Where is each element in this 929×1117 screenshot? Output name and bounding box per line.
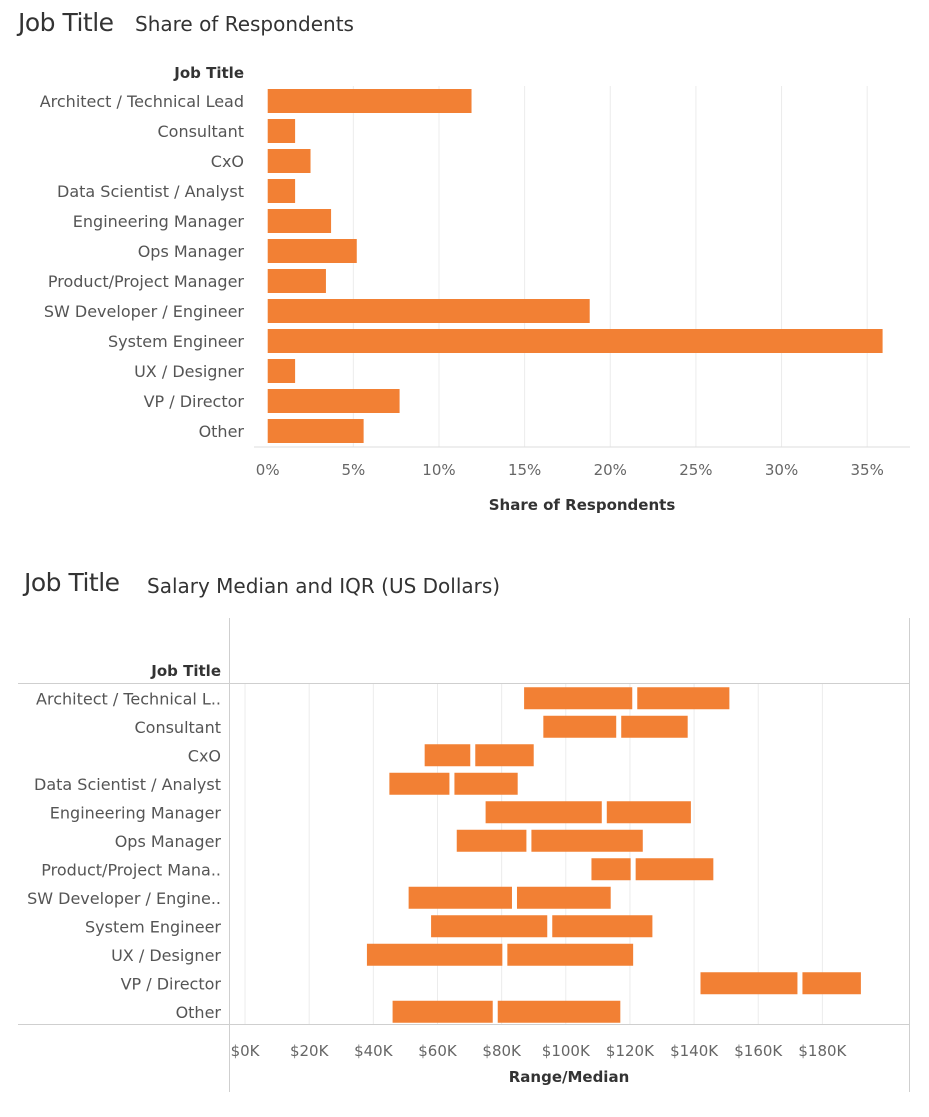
chart2-category-label: CxO [188,746,221,765]
chart2-upper-iqr-bar [497,1000,621,1023]
chart2-lower-iqr-bar [424,744,471,767]
chart2-x-axis-title: Range/Median [509,1068,630,1086]
chart2-upper-iqr-bar [454,772,518,795]
chart1-category-label: SW Developer / Engineer [44,302,245,321]
chart1-x-tick-label: 20% [594,461,627,479]
chart2-x-tick-label: $20K [290,1042,330,1060]
chart1-bar [267,359,296,383]
chart2-lower-iqr-bar [392,1000,493,1023]
chart2-lower-iqr-bar [524,687,633,710]
chart1-bar [267,329,883,353]
chart2-x-tick-label: $40K [354,1042,394,1060]
chart1-category-label: Product/Project Manager [48,272,245,291]
chart2-category-label: Engineering Manager [50,803,222,822]
chart1-bar [267,269,326,293]
chart2-upper-iqr-bar [475,744,534,767]
chart2-lower-iqr-bar [408,886,512,909]
chart2-lower-iqr-bar [543,715,617,738]
chart2-upper-iqr-bar [621,715,688,738]
chart2-x-tick-label: $80K [482,1042,522,1060]
chart1-x-tick-label: 15% [508,461,541,479]
chart1-bar [267,89,472,113]
chart1-x-tick-label: 30% [765,461,798,479]
chart1-bar [267,209,332,233]
chart1-bar [267,179,296,203]
chart1-title: Job Title [18,8,114,37]
chart2-x-tick-label: $160K [734,1042,783,1060]
chart2-lower-iqr-bar [366,943,503,966]
chart2-lower-iqr-bar [591,858,631,881]
chart2-x-tick-label: $140K [670,1042,719,1060]
chart2-category-header: Job Title [150,662,221,680]
chart2-lower-iqr-bar [700,972,798,995]
chart2-category-label: Consultant [134,718,221,737]
chart2-category-label: Data Scientist / Analyst [34,775,221,794]
chart2-x-tick-label: $60K [418,1042,458,1060]
chart2-upper-iqr-bar [531,829,643,852]
chart1-bar [267,299,590,323]
chart2-upper-iqr-bar [552,915,653,938]
chart1-category-label: Data Scientist / Analyst [57,182,244,201]
chart1-category-label: Consultant [157,122,244,141]
chart1-category-label: UX / Designer [134,362,244,381]
chart1-bar [267,389,400,413]
chart2-lower-iqr-bar [485,801,602,824]
chart1-category-label: Other [199,422,245,441]
chart2-category-label: UX / Designer [111,946,221,965]
chart1-category-label: VP / Director [144,392,245,411]
chart2-x-tick-label: $120K [606,1042,655,1060]
chart1-bar [267,149,311,173]
chart1-subtitle: Share of Respondents [135,12,354,36]
chart2-lower-iqr-bar [431,915,548,938]
chart2-category-label: System Engineer [85,917,221,936]
chart2-upper-iqr-bar [802,972,861,995]
chart2-lower-iqr-bar [389,772,450,795]
chart2-category-label: Architect / Technical L.. [36,689,221,708]
chart2-category-label: Other [176,1003,222,1022]
chart2-upper-iqr-bar [637,687,730,710]
chart1-bar [267,119,296,143]
chart1-category-label: Engineering Manager [73,212,245,231]
chart1-category-label: Ops Manager [138,242,245,261]
chart2-category-label: Product/Project Mana.. [41,860,221,879]
chart2-x-tick-label: $0K [231,1042,261,1060]
chart2-category-label: Ops Manager [115,832,222,851]
chart1-x-tick-label: 25% [679,461,712,479]
chart1-category-header: Job Title [173,64,244,82]
chart1-x-tick-label: 35% [851,461,884,479]
chart1-category-label: System Engineer [108,332,244,351]
chart1-x-axis-title: Share of Respondents [489,496,676,514]
chart2-lower-iqr-bar [456,829,527,852]
chart2-category-label: SW Developer / Engine.. [27,889,221,908]
chart1-x-tick-label: 0% [256,461,280,479]
chart2-x-tick-label: $180K [798,1042,847,1060]
chart2-title: Job Title [24,568,120,597]
chart2-subtitle: Salary Median and IQR (US Dollars) [147,574,501,598]
chart1-x-tick-label: 5% [341,461,365,479]
chart2-upper-iqr-bar [507,943,634,966]
chart1-bar [267,239,357,263]
chart1-category-label: CxO [211,152,244,171]
chart2-x-tick-label: $100K [542,1042,591,1060]
chart1-bar [267,419,364,443]
chart2-upper-iqr-bar [606,801,691,824]
chart2-category-label: VP / Director [121,974,222,993]
chart1-x-tick-label: 10% [422,461,455,479]
chart2-upper-iqr-bar [516,886,611,909]
chart2-upper-iqr-bar [635,858,714,881]
chart1-category-label: Architect / Technical Lead [40,92,244,111]
